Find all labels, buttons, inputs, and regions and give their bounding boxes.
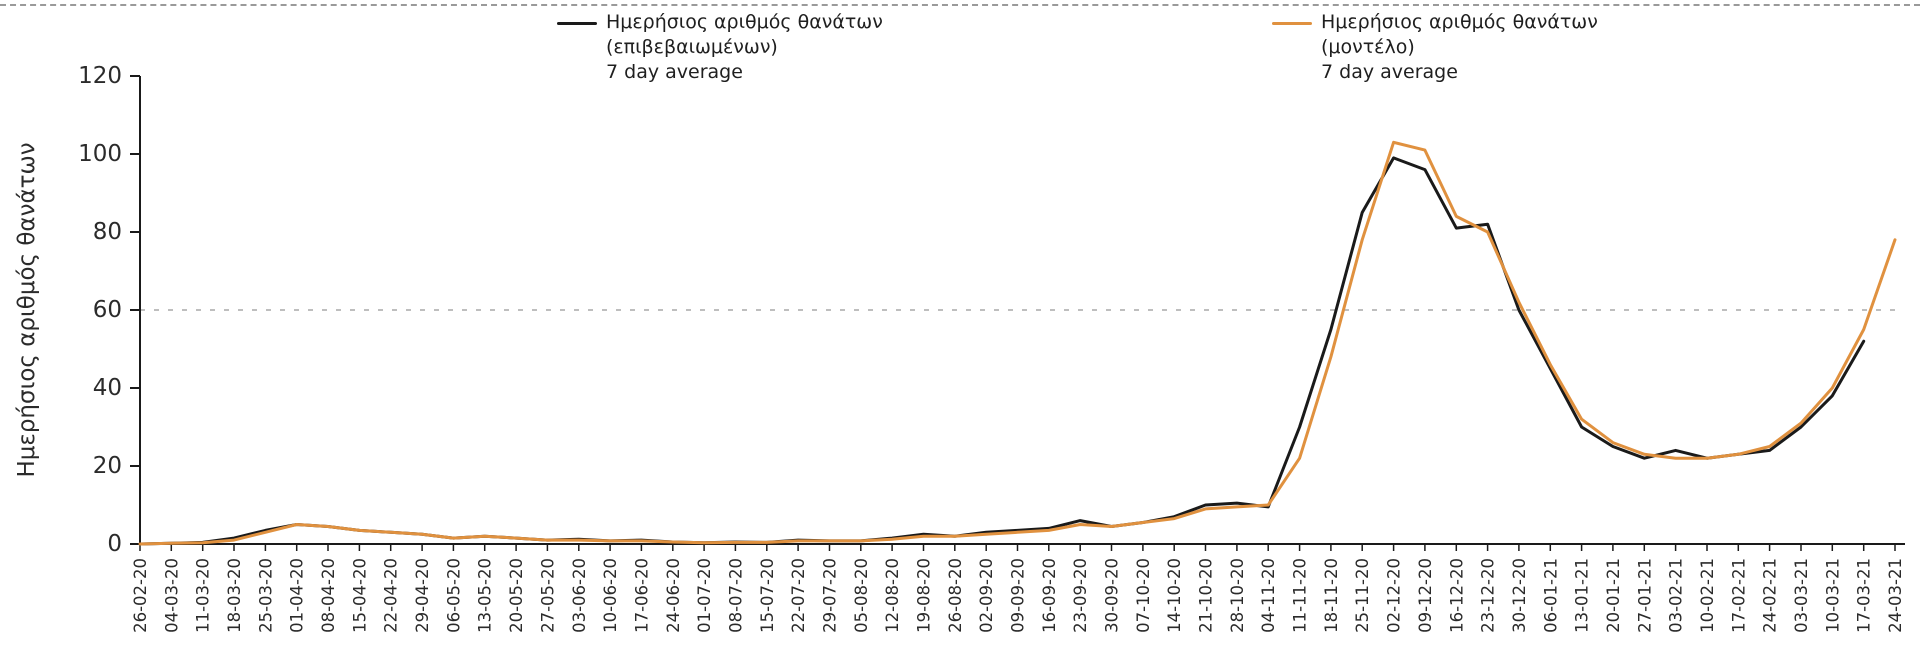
top-dashed-border [0, 4, 1920, 6]
x-tick-label: 18-11-20 [1322, 558, 1341, 633]
series-line-1 [138, 140, 1897, 546]
x-tick-label: 22-07-20 [789, 558, 808, 633]
x-tick-label: 11-03-20 [194, 558, 213, 633]
x-tick-label: 21-10-20 [1197, 558, 1216, 633]
legend-label-line2: (επιβεβαιωμένων) [606, 36, 778, 59]
x-tick-label: 03-06-20 [570, 558, 589, 633]
legend-label-line2: (μοντέλο) [1321, 36, 1415, 59]
x-tick-label: 17-03-21 [1855, 558, 1874, 633]
y-tick-label: 20 [93, 453, 122, 479]
x-tick-label: 04-03-20 [162, 558, 181, 633]
x-tick-label: 22-04-20 [382, 558, 401, 633]
x-tick-label: 30-12-20 [1510, 558, 1529, 633]
x-tick-label: 10-06-20 [601, 558, 620, 633]
x-tick-label: 12-08-20 [883, 558, 902, 633]
x-tick-label: 17-02-21 [1729, 558, 1748, 633]
x-tick-label: 13-01-21 [1573, 558, 1592, 633]
x-tick-label: 24-02-21 [1761, 558, 1780, 633]
x-tick-label: 16-12-20 [1447, 558, 1466, 633]
x-tick-label: 29-04-20 [413, 558, 432, 633]
x-tick-label: 14-10-20 [1165, 558, 1184, 633]
x-tick-label: 06-01-21 [1541, 558, 1560, 633]
y-tick-label: 0 [107, 531, 122, 557]
x-tick-label: 20-01-21 [1604, 558, 1623, 633]
x-tick-label: 25-11-20 [1353, 558, 1372, 633]
x-tick-label: 01-04-20 [288, 558, 307, 633]
x-tick-label: 09-12-20 [1416, 558, 1435, 633]
x-tick-label: 26-08-20 [946, 558, 965, 633]
x-tick-label: 05-08-20 [852, 558, 871, 633]
x-tick-label: 18-03-20 [225, 558, 244, 633]
legend-label-line1: Ημερήσιος αριθμός θανάτων [606, 11, 883, 33]
legend-line-swatch-black [557, 22, 597, 25]
legend-entry-confirmed: Ημερήσιος αριθμός θανάτων (επιβεβαιωμένω… [557, 10, 883, 85]
x-tick-label: 23-09-20 [1071, 558, 1090, 633]
x-tick-label: 07-10-20 [1134, 558, 1153, 633]
x-tick-label: 15-07-20 [758, 558, 777, 633]
x-tick-label: 11-11-20 [1291, 558, 1310, 633]
x-tick-label: 02-12-20 [1385, 558, 1404, 633]
x-tick-label: 04-11-20 [1259, 558, 1278, 633]
x-tick-label: 06-05-20 [444, 558, 463, 633]
x-tick-label: 03-02-21 [1667, 558, 1686, 633]
x-tick-label: 10-03-21 [1823, 558, 1842, 633]
x-tick-label: 03-03-21 [1792, 558, 1811, 633]
x-tick-label: 26-02-20 [131, 558, 150, 633]
x-tick-label: 24-06-20 [664, 558, 683, 633]
y-tick-label: 80 [93, 219, 122, 245]
x-tick-label: 08-07-20 [726, 558, 745, 633]
x-tick-label: 20-05-20 [507, 558, 526, 633]
series-line-0 [138, 156, 1866, 546]
legend-line-swatch-orange [1272, 22, 1312, 25]
y-axis-title: Ημερήσιος αριθμός θανάτων [14, 142, 40, 477]
x-tick-label: 27-01-21 [1635, 558, 1654, 633]
legend-entry-model: Ημερήσιος αριθμός θανάτων (μοντέλο) 7 da… [1272, 10, 1598, 85]
y-tick-label: 60 [93, 297, 122, 323]
y-tick-label: 40 [93, 375, 122, 401]
y-tick-label: 120 [78, 63, 122, 89]
x-tick-label: 09-09-20 [1009, 558, 1028, 633]
y-tick-label: 100 [78, 141, 122, 167]
x-tick-label: 28-10-20 [1228, 558, 1247, 633]
x-tick-label: 01-07-20 [695, 558, 714, 633]
legend-label-line1: Ημερήσιος αριθμός θανάτων [1321, 11, 1598, 33]
x-tick-label: 13-05-20 [476, 558, 495, 633]
x-tick-label: 23-12-20 [1479, 558, 1498, 633]
legend-label-line3: 7 day average [606, 61, 743, 84]
x-tick-label: 02-09-20 [977, 558, 996, 633]
x-tick-label: 08-04-20 [319, 558, 338, 633]
x-tick-label: 15-04-20 [350, 558, 369, 633]
legend-label-line3: 7 day average [1321, 61, 1458, 84]
x-tick-label: 19-08-20 [915, 558, 934, 633]
x-tick-label: 27-05-20 [538, 558, 557, 633]
x-tick-label: 17-06-20 [632, 558, 651, 633]
x-tick-label: 30-09-20 [1103, 558, 1122, 633]
x-tick-label: 29-07-20 [821, 558, 840, 633]
x-tick-label: 25-03-20 [256, 558, 275, 633]
x-tick-label: 16-09-20 [1040, 558, 1059, 633]
x-tick-label: 10-02-21 [1698, 558, 1717, 633]
x-tick-label: 24-03-21 [1886, 558, 1905, 633]
